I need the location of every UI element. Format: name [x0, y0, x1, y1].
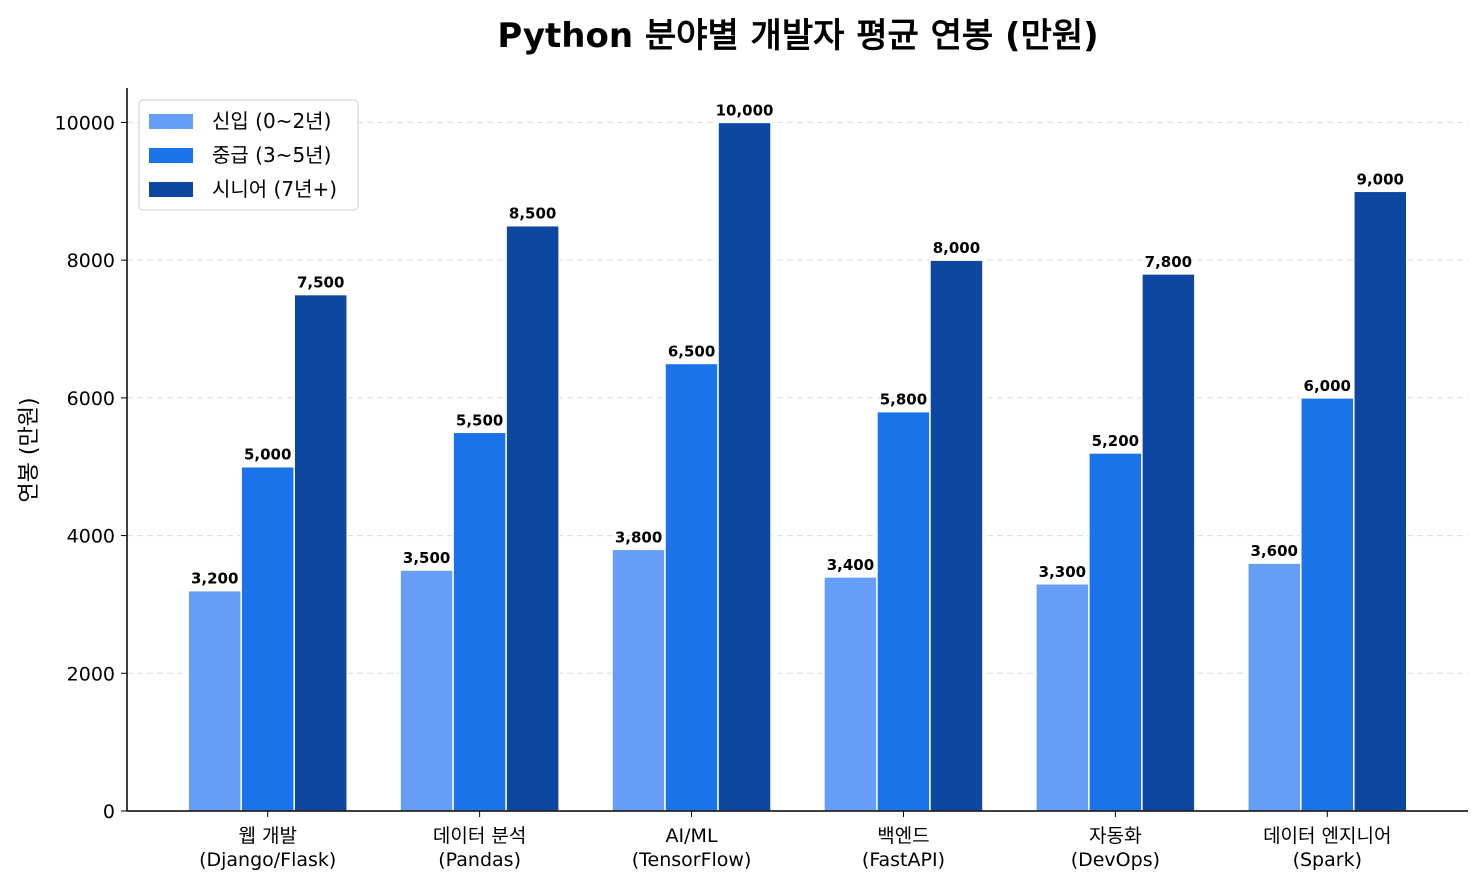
- legend-swatch: [149, 114, 193, 129]
- legend-label: 중급 (3~5년): [212, 143, 331, 167]
- legend-swatch: [149, 148, 193, 163]
- bar-value-label: 9,000: [1357, 170, 1404, 188]
- chart-title: Python 분야별 개발자 평균 연봉 (만원): [497, 16, 1098, 56]
- x-tick-label: (TensorFlow): [632, 849, 752, 871]
- bar: [611, 548, 666, 812]
- y-tick-label: 2000: [67, 663, 115, 685]
- x-tick-label: 백엔드: [877, 825, 929, 847]
- bar-value-label: 6,000: [1304, 377, 1351, 395]
- bar: [505, 224, 560, 812]
- bar-value-label: 7,500: [297, 274, 344, 292]
- x-tick-label: 자동화: [1089, 825, 1141, 847]
- legend-swatch: [149, 182, 193, 197]
- x-tick-label: (Spark): [1293, 849, 1362, 871]
- bar-value-label: 3,400: [827, 556, 874, 574]
- x-tick-label: AI/ML: [666, 825, 718, 847]
- bar: [1300, 397, 1355, 812]
- bar: [1141, 273, 1196, 812]
- bar: [929, 259, 984, 812]
- y-tick-label: 0: [103, 801, 115, 823]
- bar: [1247, 562, 1302, 812]
- bar: [452, 431, 507, 812]
- x-tick-label: 데이터 엔지니어: [1263, 825, 1391, 847]
- bar: [187, 589, 242, 812]
- bar: [876, 410, 931, 812]
- bar-value-label: 5,200: [1092, 432, 1139, 450]
- x-tick-label: 데이터 분석: [433, 825, 526, 847]
- y-tick-label: 4000: [67, 526, 115, 548]
- legend-box: [138, 99, 359, 211]
- y-axis-label: 연봉 (만원): [17, 397, 42, 502]
- bar-value-label: 3,500: [403, 549, 450, 567]
- bar-value-label: 7,800: [1145, 253, 1192, 271]
- bar: [823, 576, 878, 812]
- legend-label: 시니어 (7년+): [212, 177, 337, 201]
- y-tick-label: 8000: [67, 250, 115, 272]
- bar: [293, 293, 348, 812]
- bar: [717, 121, 772, 812]
- bar-value-label: 3,800: [615, 528, 662, 546]
- bar: [240, 465, 295, 812]
- bar-value-label: 8,000: [933, 239, 980, 257]
- legend-label: 신입 (0~2년): [212, 109, 331, 133]
- bar-value-label: 8,500: [509, 205, 556, 223]
- x-tick-label: (DevOps): [1071, 849, 1160, 871]
- y-tick-label: 10000: [55, 112, 115, 134]
- x-tick-label: (Django/Flask): [199, 849, 336, 871]
- bar: [1035, 583, 1090, 812]
- x-tick-label: 웹 개발: [238, 825, 296, 847]
- x-tick-label: (FastAPI): [862, 849, 945, 871]
- bar-value-label: 6,500: [668, 342, 715, 360]
- bar: [1353, 190, 1408, 812]
- bar-value-label: 5,500: [456, 411, 503, 429]
- bar-value-label: 10,000: [716, 101, 774, 119]
- bar: [1088, 452, 1143, 812]
- y-tick-label: 6000: [67, 388, 115, 410]
- bar-value-label: 5,800: [880, 391, 927, 409]
- bar-value-label: 3,600: [1251, 542, 1298, 560]
- x-tick-label: (Pandas): [438, 849, 521, 871]
- bar: [399, 569, 454, 812]
- bar: [664, 362, 719, 812]
- bar-value-label: 5,000: [244, 446, 291, 464]
- bar-value-label: 3,300: [1039, 563, 1086, 581]
- bar-value-label: 3,200: [191, 570, 238, 588]
